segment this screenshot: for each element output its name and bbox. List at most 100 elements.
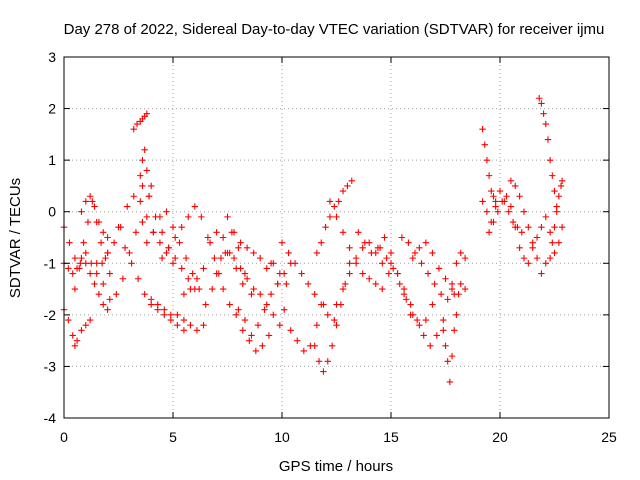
data-point [492, 203, 499, 210]
data-point [324, 311, 331, 319]
data-point [104, 234, 111, 241]
data-point [516, 244, 523, 252]
data-point [444, 358, 451, 365]
data-point [161, 306, 168, 313]
data-point [104, 249, 111, 257]
series-track-37 [507, 177, 549, 277]
data-point [298, 270, 305, 277]
data-point [84, 218, 92, 226]
data-point [322, 223, 329, 231]
data-point [542, 260, 549, 267]
data-point [174, 311, 181, 319]
data-point [91, 280, 98, 288]
data-point [77, 260, 84, 267]
data-point [444, 296, 451, 303]
data-point [150, 229, 157, 236]
data-point [121, 244, 129, 252]
data-point [494, 208, 502, 215]
data-point [104, 306, 111, 313]
data-point [509, 218, 517, 226]
axis-ticks: 0 5 10 15 20 25 -4 -3 -2 -1 0 1 2 3 [44, 49, 617, 445]
data-point [241, 270, 249, 277]
data-point [100, 301, 107, 308]
data-point [479, 126, 486, 133]
data-point [440, 327, 447, 334]
data-point [551, 187, 558, 195]
data-point [368, 249, 375, 257]
data-point [243, 275, 251, 282]
data-point [185, 275, 192, 282]
data-point [93, 270, 100, 277]
data-point [315, 358, 323, 365]
data-point [422, 316, 430, 324]
data-point [178, 223, 185, 231]
data-point [352, 254, 360, 262]
data-point [516, 193, 523, 200]
data-point [328, 342, 336, 349]
y-tick-label: -2 [44, 307, 57, 323]
y-tick-label: 3 [48, 49, 56, 65]
data-point [106, 270, 113, 277]
data-point [512, 182, 519, 190]
x-tick-label: 10 [274, 429, 290, 445]
series-track-12 [143, 208, 203, 293]
data-point [372, 280, 379, 288]
y-tick-label: 1 [48, 152, 56, 168]
data-point [546, 156, 554, 164]
data-point [82, 198, 89, 205]
data-point [481, 141, 488, 148]
data-point [145, 193, 153, 200]
data-point [440, 316, 447, 324]
series-track-18 [217, 249, 284, 329]
data-point [512, 223, 519, 231]
data-point [187, 321, 194, 329]
data-point [446, 378, 454, 386]
data-point [496, 187, 504, 195]
data-point [333, 213, 340, 221]
x-tick-label: 15 [383, 429, 399, 445]
data-point [461, 254, 469, 262]
y-tick-label: -4 [44, 410, 57, 426]
data-point [318, 239, 325, 246]
data-point [453, 260, 460, 267]
data-point [204, 234, 212, 241]
data-point [143, 213, 151, 221]
data-point [457, 249, 464, 257]
data-point [265, 332, 273, 339]
data-point [86, 316, 94, 324]
data-point [257, 254, 264, 262]
data-point [263, 301, 270, 308]
data-point [557, 182, 565, 190]
data-point [379, 285, 386, 293]
data-point [219, 234, 227, 241]
data-point [124, 203, 131, 210]
data-point [448, 280, 456, 288]
data-point [485, 172, 493, 179]
data-point [158, 254, 166, 262]
data-point [416, 321, 423, 329]
data-point [520, 254, 528, 262]
data-point [389, 265, 397, 272]
data-point [261, 306, 268, 313]
data-point [106, 296, 113, 303]
data-point [285, 249, 292, 257]
data-point [202, 301, 209, 308]
series-track-02 [60, 306, 94, 349]
data-point [89, 198, 96, 205]
data-point [429, 249, 436, 257]
data-point [387, 260, 395, 267]
series-track-35 [479, 187, 525, 236]
data-point [485, 229, 493, 236]
data-point [65, 316, 72, 324]
data-point [346, 270, 353, 277]
data-point [461, 285, 469, 293]
data-point [538, 270, 545, 277]
data-point [171, 234, 179, 241]
series-track-38 [536, 95, 560, 210]
data-point [209, 285, 216, 293]
data-point [100, 229, 107, 236]
data-point [427, 342, 434, 349]
series-track-24 [313, 177, 355, 257]
data-point [490, 193, 497, 200]
data-point [239, 280, 246, 288]
